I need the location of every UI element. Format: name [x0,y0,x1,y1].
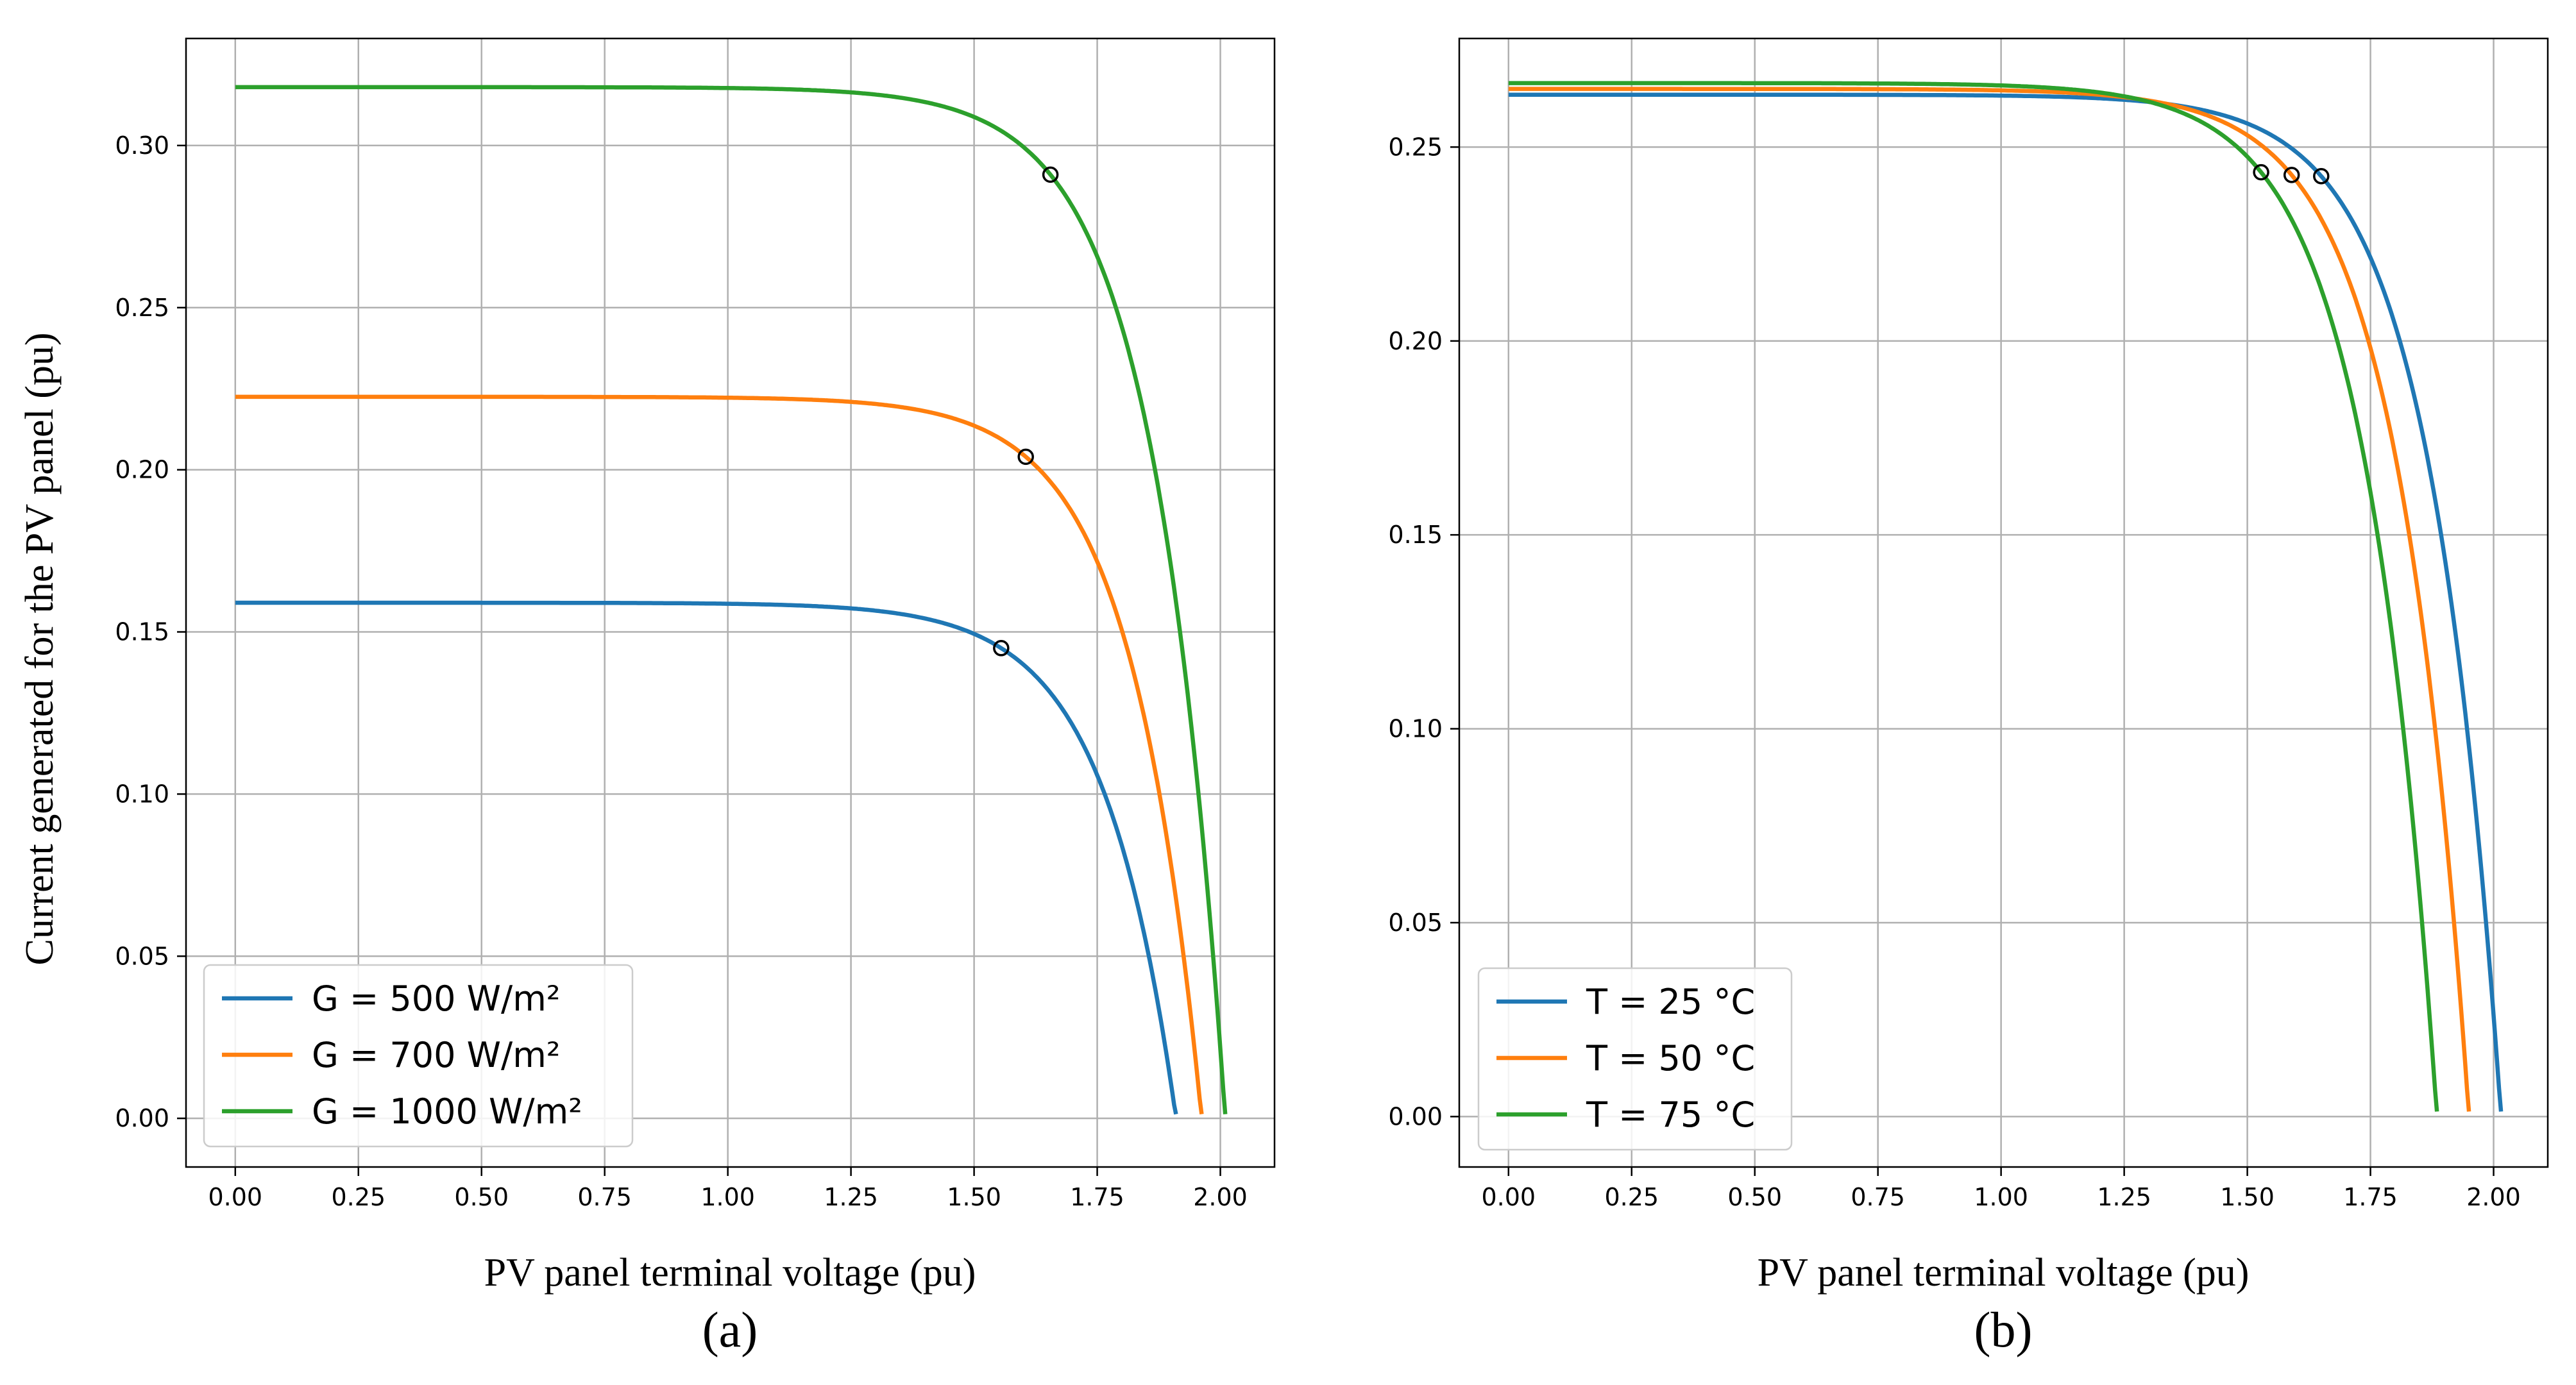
y-tick-label: 0.00 [115,1104,169,1132]
x-tick-label: 2.00 [2466,1183,2521,1211]
mpp-marker-b-3 [2253,164,2269,181]
series-line-a-3 [235,85,1228,1114]
y-tick-label: 0.05 [115,942,169,970]
x-tick-label: 1.00 [1974,1183,2028,1211]
x-tick-label: 1.50 [947,1183,1001,1211]
y-axis-title: Current generated for the PV panel (pu) [18,332,62,965]
legend-label: G = 500 W/m² [312,978,561,1019]
x-axis-title-b: PV panel terminal voltage (pu) [1758,1251,2250,1295]
panel-label-b: (b) [1974,1302,2033,1357]
x-tick-label: 0.75 [1851,1183,1905,1211]
legend-box [203,964,634,1148]
chart-panel-b: 0.00 0.25 0.50 0.75 1.00 1.25 1.50 1.75 2.00 0.00… [1388,37,2549,1357]
x-tick-label: 1.25 [824,1183,878,1211]
y-tick-label: 0.20 [115,456,169,484]
y-tick-label: 0.25 [115,294,169,322]
x-tick-label: 1.00 [700,1183,755,1211]
x-tick-label: 2.00 [1193,1183,1248,1211]
mpp-marker-a-2 [1017,448,1034,466]
legend-a: G = 500 W/m² G = 700 W/m² G = 1000 W/m² [203,964,634,1148]
x-axis-title-a: PV panel terminal voltage (pu) [484,1251,976,1295]
x-tick-label: 0.75 [577,1183,632,1211]
series-line-a-2 [235,394,1204,1115]
x-tick-label: 0.25 [331,1183,386,1211]
ticks-b: 0.00 0.25 0.50 0.75 1.00 1.25 1.50 1.75 2.00 0.00… [1388,133,2520,1211]
y-tick-label: 0.05 [1388,909,1443,937]
legend-label: G = 700 W/m² [312,1035,561,1075]
plot-frame-b [1458,37,2549,1168]
plot-frame-a [185,37,1276,1168]
x-tick-label: 1.25 [2097,1183,2151,1211]
y-tick-label: 0.20 [1388,327,1443,355]
series-line-b-2 [1508,87,2471,1112]
x-tick-label: 0.00 [208,1183,262,1211]
y-tick-label: 0.25 [1388,133,1443,161]
x-tick-label: 0.25 [1604,1183,1659,1211]
legend-label: G = 1000 W/m² [312,1091,582,1132]
legend-label: T = 50 °C [1586,1038,1755,1079]
curves-a [235,85,1228,1115]
y-tick-label: 0.30 [115,131,169,160]
mpp-marker-a-3 [1042,166,1059,183]
legend-box [1477,967,1793,1151]
y-tick-label: 0.10 [1388,715,1443,743]
x-tick-label: 0.50 [1727,1183,1782,1211]
y-tick-label: 0.10 [115,780,169,808]
x-tick-label: 1.75 [1070,1183,1124,1211]
ticks-a: 0.00 0.25 0.50 0.75 1.00 1.25 1.50 1.75 2.00 0.00… [115,131,1247,1211]
mpp-marker-b-2 [2283,167,2300,183]
y-tick-label: 0.15 [1388,521,1443,549]
y-tick-label: 0.15 [115,618,169,646]
legend-label: T = 75 °C [1586,1095,1755,1135]
x-tick-label: 0.50 [454,1183,509,1211]
x-tick-label: 1.50 [2220,1183,2275,1211]
x-tick-label: 1.75 [2343,1183,2398,1211]
y-tick-label: 0.00 [1388,1102,1443,1130]
curves-b [1508,81,2504,1112]
series-line-b-3 [1508,81,2439,1112]
legend-b: T = 25 °C T = 50 °C T = 75 °C [1477,967,1793,1151]
mpp-marker-a-1 [993,640,1010,657]
series-line-a-1 [235,600,1178,1115]
mpp-marker-b-1 [2313,167,2330,185]
panel-label-a: (a) [702,1302,758,1357]
legend-label: T = 25 °C [1586,982,1755,1022]
chart-panel-a: 0.00 0.25 0.50 0.75 1.00 1.25 1.50 1.75 2.00 0.00… [115,37,1276,1357]
series-line-b-1 [1508,92,2504,1112]
x-tick-label: 0.00 [1481,1183,1536,1211]
